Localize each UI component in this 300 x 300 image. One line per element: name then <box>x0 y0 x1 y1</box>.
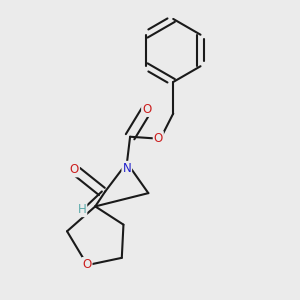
Text: O: O <box>142 103 151 116</box>
Text: O: O <box>154 132 163 145</box>
Text: O: O <box>82 258 92 271</box>
Text: O: O <box>70 164 79 176</box>
Text: N: N <box>122 162 131 175</box>
Text: H: H <box>78 203 86 216</box>
